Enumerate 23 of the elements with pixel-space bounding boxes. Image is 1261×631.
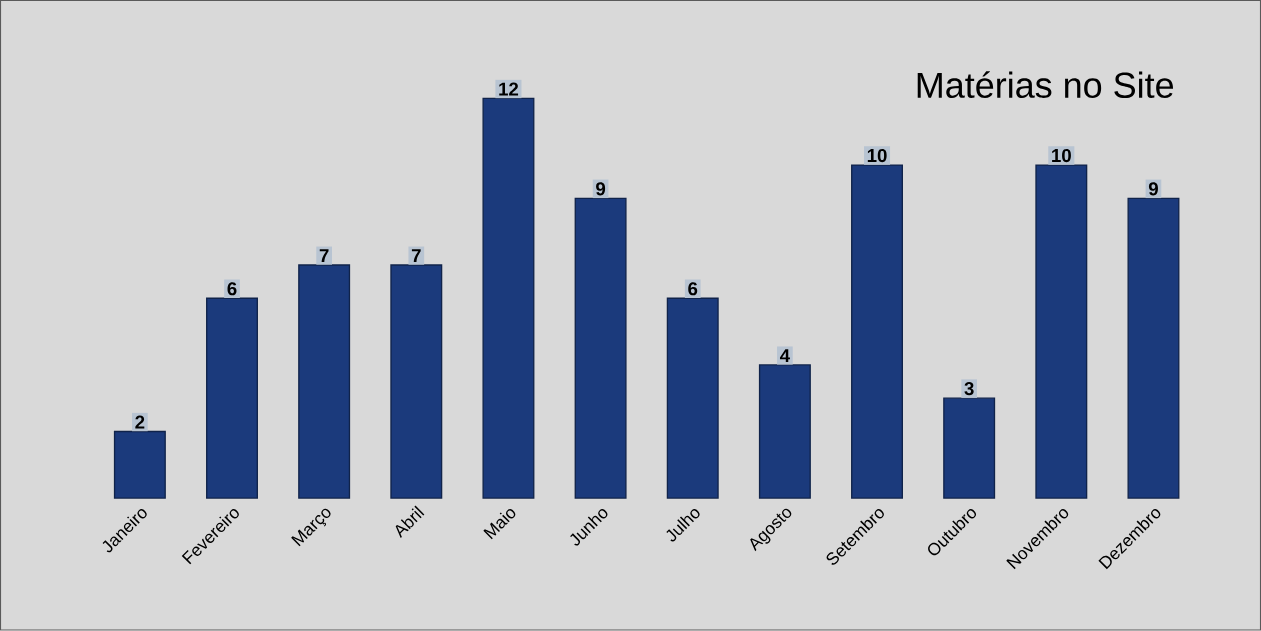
data-label: 6 xyxy=(227,282,237,296)
bar xyxy=(666,297,719,500)
data-label: 10 xyxy=(867,149,887,163)
data-label: 4 xyxy=(779,349,790,363)
data-label: 9 xyxy=(1148,182,1158,196)
bar xyxy=(298,264,351,500)
bar xyxy=(758,364,811,500)
data-label: 6 xyxy=(688,282,698,296)
chart-title: Matérias no Site xyxy=(917,71,1174,99)
data-label: 9 xyxy=(596,182,606,196)
data-label: 7 xyxy=(319,249,329,263)
data-label: 7 xyxy=(411,249,421,263)
bar xyxy=(206,297,258,500)
bar xyxy=(943,397,996,500)
bar xyxy=(390,264,443,500)
data-label: 10 xyxy=(1052,149,1071,163)
bar xyxy=(1127,197,1180,500)
bar xyxy=(574,197,627,500)
data-label: 2 xyxy=(135,415,145,429)
bar xyxy=(113,431,166,500)
data-label: 12 xyxy=(499,82,519,96)
bar xyxy=(851,164,904,500)
data-label: 3 xyxy=(964,382,974,396)
